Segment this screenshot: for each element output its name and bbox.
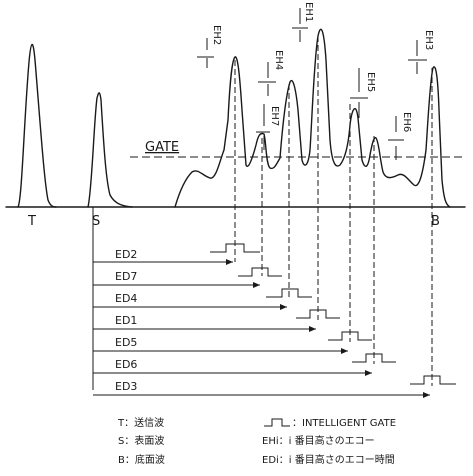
eh3-marker: EH3 bbox=[408, 30, 434, 74]
eh4-label: EH4 bbox=[273, 50, 284, 70]
eh2-label: EH2 bbox=[211, 25, 222, 45]
ed7-label: ED7 bbox=[115, 270, 137, 283]
eh4-marker: EH4 bbox=[258, 50, 284, 96]
ed1-label: ED1 bbox=[115, 314, 137, 327]
ed-rows: ED2 ED7 ED4 ED1 ED5 ED6 ED3 bbox=[93, 243, 456, 398]
legend-gate: ：INTELLIGENT GATE bbox=[292, 418, 396, 429]
eh1-label: EH1 bbox=[303, 2, 314, 22]
eh5-marker: EH5 bbox=[350, 68, 376, 118]
ed4-label: ED4 bbox=[115, 292, 137, 305]
legend-B: B：底面波 bbox=[118, 453, 165, 466]
eh3-label: EH3 bbox=[423, 30, 434, 50]
legend-ED: EDi：i 番目高さのエコー時間 bbox=[262, 453, 395, 466]
ed3-label: ED3 bbox=[115, 380, 137, 393]
label-B: B bbox=[431, 214, 440, 229]
ed2-label: ED2 bbox=[115, 248, 137, 261]
eh5-label: EH5 bbox=[365, 72, 376, 92]
eh1-marker: EH1 bbox=[292, 2, 314, 42]
gate-label: GATE bbox=[145, 140, 179, 155]
eh6-marker: EH6 bbox=[388, 112, 412, 160]
eh6-label: EH6 bbox=[401, 112, 412, 132]
legend-T: T：送信波 bbox=[117, 416, 164, 429]
eh2-marker: EH2 bbox=[197, 25, 222, 68]
ed6-label: ED6 bbox=[115, 358, 137, 371]
legend-EH: EHi：i 番目高さのエコー bbox=[262, 434, 375, 447]
eh7-marker: EH7 bbox=[256, 104, 280, 150]
ed5-label: ED5 bbox=[115, 336, 137, 349]
legend: T：送信波 S：表面波 B：底面波 ：INTELLIGENT GATE EHi：… bbox=[117, 416, 396, 466]
surface-wave bbox=[87, 92, 133, 208]
drop-lines bbox=[234, 36, 433, 386]
flaw-echo-wave bbox=[174, 28, 451, 208]
legend-S: S：表面波 bbox=[118, 434, 164, 447]
label-S: S bbox=[92, 214, 100, 229]
transmitted-wave bbox=[17, 43, 57, 208]
label-T: T bbox=[27, 214, 36, 229]
gate-symbol-icon bbox=[264, 418, 290, 427]
eh7-label: EH7 bbox=[269, 106, 280, 126]
